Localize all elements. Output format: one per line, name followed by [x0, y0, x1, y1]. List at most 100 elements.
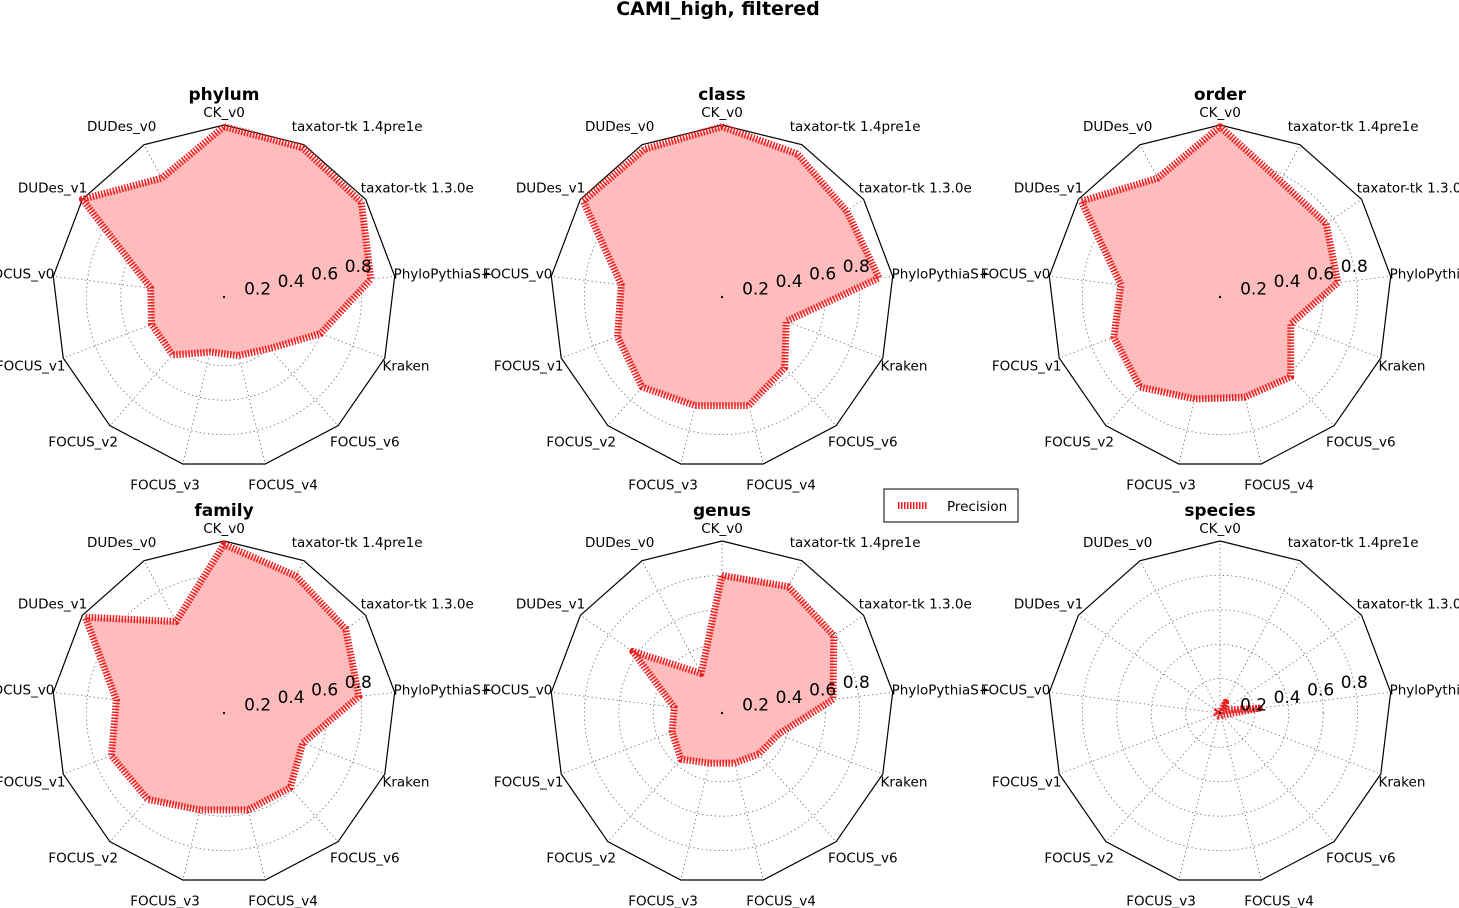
- grid-circle: [1150, 643, 1290, 783]
- radial-tick-label: 0.2: [742, 696, 769, 716]
- radial-tick-label: 0.8: [1341, 673, 1368, 693]
- category-label: FOCUS_v6: [1326, 851, 1396, 867]
- grid-spoke: [1219, 296, 1262, 465]
- radar-frame: [1048, 124, 1392, 465]
- category-label: FOCUS_v1: [494, 358, 564, 374]
- grid-spoke: [721, 712, 837, 843]
- radar-frame: [550, 124, 894, 465]
- radial-tick-label: 0.2: [1240, 280, 1267, 300]
- grid-circle: [85, 575, 363, 852]
- category-label: FOCUS_v4: [248, 893, 318, 908]
- precision-line: [78, 123, 375, 359]
- category-label: FOCUS_v2: [546, 851, 616, 867]
- category-label: taxator-tk 1.3.0e: [859, 180, 972, 196]
- figure-title: CAMI_high, filtered: [616, 0, 820, 20]
- grid-spoke: [607, 296, 723, 427]
- grid-spoke: [641, 560, 723, 714]
- category-label: Kraken: [881, 774, 928, 790]
- grid-spoke: [1219, 560, 1301, 714]
- center-dot: [1218, 295, 1222, 299]
- category-label: Kraken: [881, 358, 928, 374]
- radial-tick-label: 0.6: [311, 680, 338, 700]
- grid-spoke: [551, 275, 723, 298]
- grid-spoke: [1078, 614, 1221, 714]
- grid-spoke: [721, 712, 883, 775]
- grid-spoke: [1219, 296, 1335, 427]
- radial-tick-label: 0.4: [1274, 272, 1301, 292]
- radial-tick-label: 0.8: [843, 257, 870, 277]
- grid-spoke: [1139, 144, 1221, 298]
- panel-title: species: [1184, 501, 1255, 521]
- category-label: CK_v0: [701, 521, 743, 537]
- category-label: FOCUS_v2: [1044, 435, 1114, 451]
- grid-spoke: [1139, 560, 1221, 714]
- radial-tick-label: 0.2: [1240, 696, 1267, 716]
- grid-circle: [1082, 158, 1359, 436]
- category-label: CK_v0: [203, 521, 245, 537]
- grid-spoke: [580, 614, 723, 714]
- category-label: DUDes_v1: [18, 596, 87, 612]
- category-label: DUDes_v0: [1083, 535, 1152, 551]
- legend-label: Precision: [947, 499, 1007, 515]
- category-label: FOCUS_v3: [130, 893, 200, 908]
- grid-spoke: [223, 712, 339, 843]
- grid-spoke: [1219, 614, 1362, 714]
- radial-tick-label: 0.4: [278, 272, 305, 292]
- category-label: FOCUS_v0: [981, 267, 1051, 283]
- category-label: taxator-tk 1.4pre1e: [292, 535, 423, 551]
- radial-tick-label: 0.6: [311, 264, 338, 284]
- radial-tick-label: 0.8: [1341, 257, 1368, 277]
- radial-tick-label: 0.8: [345, 673, 372, 693]
- grid-spoke: [109, 712, 225, 843]
- grid-spoke: [1049, 691, 1221, 714]
- radar-panels: 0.2 0.4 0.6 0.8 CK_v0 taxator-tk 1.4pre1e taxa…: [0, 85, 1459, 908]
- category-label: taxator-tk 1.4pre1e: [1288, 119, 1419, 135]
- category-label: FOCUS_v1: [0, 774, 66, 790]
- radar-panel-species: 0.2 0.4 0.6 0.8 CK_v0 taxator-tk 1.4pre1e taxa…: [981, 501, 1459, 908]
- grid-spoke: [561, 296, 723, 359]
- category-label: DUDes_v1: [1014, 180, 1083, 196]
- category-label: FOCUS_v1: [494, 774, 564, 790]
- grid-spoke: [551, 691, 723, 714]
- category-label: DUDes_v1: [18, 180, 87, 196]
- category-label: DUDes_v0: [87, 535, 156, 551]
- grid-spoke: [223, 712, 385, 775]
- category-label: PhyloPythiaS+: [892, 267, 991, 283]
- category-label: PhyloPythiaS+: [1390, 267, 1459, 283]
- category-label: FOCUS_v6: [828, 851, 898, 867]
- category-label: FOCUS_v6: [828, 435, 898, 451]
- precision-area: [632, 575, 834, 764]
- grid-spoke: [223, 691, 395, 714]
- radial-tick-label: 0.2: [742, 280, 769, 300]
- legend-box: [883, 488, 1019, 523]
- grid-spoke: [607, 712, 723, 843]
- category-label: FOCUS_v2: [48, 851, 118, 867]
- category-label: Kraken: [383, 358, 430, 374]
- radial-tick-label: 0.6: [809, 680, 836, 700]
- grid-spoke: [53, 275, 225, 298]
- radial-tick-label: 0.6: [1307, 680, 1334, 700]
- category-label: FOCUS_v6: [330, 435, 400, 451]
- grid-spoke: [1219, 712, 1381, 775]
- category-label: FOCUS_v3: [628, 893, 698, 908]
- category-label: PhyloPythiaS+: [1390, 683, 1459, 699]
- radar-panel-genus: 0.2 0.4 0.6 0.8 CK_v0 taxator-tk 1.4pre1e taxa…: [483, 501, 990, 908]
- category-label: PhyloPythiaS+: [394, 267, 493, 283]
- grid-spoke: [680, 712, 723, 881]
- category-label: PhyloPythiaS+: [892, 683, 991, 699]
- precision-area: [85, 544, 359, 810]
- category-label: FOCUS_v0: [483, 683, 553, 699]
- category-label: DUDes_v0: [585, 119, 654, 135]
- category-label: FOCUS_v0: [981, 683, 1051, 699]
- grid-spoke: [143, 144, 225, 298]
- grid-spoke: [109, 296, 225, 427]
- grid-spoke: [143, 560, 225, 714]
- precision-area: [82, 126, 371, 356]
- grid-spoke: [1049, 275, 1221, 298]
- grid-spoke: [182, 712, 225, 881]
- category-label: FOCUS_v3: [1126, 893, 1196, 908]
- category-label: FOCUS_v3: [628, 477, 698, 493]
- grid-spoke: [223, 296, 266, 465]
- grid-circle: [618, 609, 826, 817]
- radar-panel-order: 0.2 0.4 0.6 0.8 CK_v0 taxator-tk 1.4pre1e taxa…: [981, 85, 1459, 493]
